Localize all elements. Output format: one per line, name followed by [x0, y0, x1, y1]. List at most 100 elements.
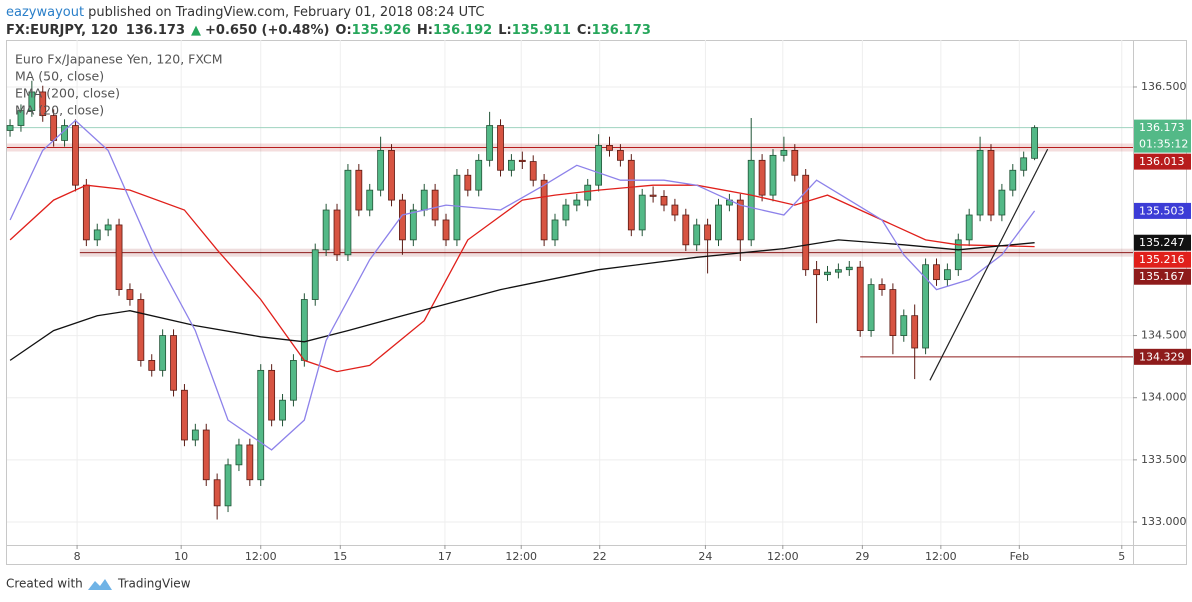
candle-body: [388, 149, 395, 201]
candle-body: [824, 271, 831, 276]
x-tick-label: 10: [174, 550, 188, 563]
candle-body: [845, 266, 853, 271]
author[interactable]: eazywayout: [6, 5, 84, 20]
close: 136.173: [592, 23, 651, 38]
low-label: L:: [498, 23, 511, 38]
candle-body: [551, 219, 559, 241]
candle-body: [17, 110, 25, 126]
candle-body: [246, 444, 254, 481]
change: +0.650 (+0.48%): [205, 23, 329, 38]
quote-line: FX:EURJPY, 120 136.173 ▲ +0.650 (+0.48%) O:1…: [6, 23, 651, 38]
candle-body: [50, 115, 58, 141]
candle-body: [965, 214, 973, 241]
candle-body: [137, 299, 145, 361]
price-label: 136.173: [1139, 121, 1185, 134]
candle-body: [486, 125, 494, 161]
candle-body: [671, 204, 679, 216]
price-label-bg: [1134, 348, 1191, 365]
candle-body: [813, 269, 820, 276]
candle-body: [377, 149, 385, 191]
candle-body: [889, 289, 897, 336]
candle-body: [333, 209, 341, 256]
x-tick-label: 12:00: [245, 550, 277, 563]
open: 135.926: [352, 23, 411, 38]
candle-body: [736, 199, 744, 241]
price-label: 135.167: [1139, 270, 1185, 283]
candle-body: [715, 204, 722, 241]
candle-body: [878, 284, 886, 290]
candle-body: [93, 229, 101, 241]
candle-body: [104, 224, 112, 231]
candle-body: [235, 444, 243, 466]
legend-entry: MA (50, close): [15, 69, 104, 84]
price-label-bg: [1134, 251, 1191, 268]
price-label: 134.329: [1139, 350, 1185, 363]
candle-body: [181, 389, 188, 441]
candle-body: [900, 315, 908, 336]
candle-body: [856, 266, 864, 331]
close-label: C:: [577, 23, 592, 38]
candle-body: [311, 249, 319, 300]
candle-body: [159, 335, 167, 371]
candle-body: [300, 299, 308, 361]
last-price: 136.173: [126, 23, 185, 38]
countdown: 01:35:12: [1139, 138, 1188, 151]
candle-body: [704, 224, 712, 241]
published: published on TradingView.com, February 0…: [88, 5, 484, 20]
candle-body: [202, 429, 210, 481]
candle-body: [922, 264, 929, 349]
x-tick-label: 17: [438, 550, 452, 563]
candle-body: [257, 369, 265, 481]
candle-body: [28, 91, 36, 111]
candle-body: [453, 174, 461, 241]
y-tick-label: 133.000: [1141, 515, 1187, 528]
candle-body: [911, 315, 919, 349]
candle-body: [573, 199, 581, 206]
candle-body: [834, 269, 842, 273]
candle-body: [638, 194, 646, 231]
candle-body: [409, 209, 417, 241]
candle-body: [1031, 127, 1038, 159]
change-arrow: ▲: [191, 23, 201, 38]
low: 135.911: [512, 23, 571, 38]
footer-text: Created with: [6, 577, 83, 591]
frame: [6, 40, 1187, 565]
high-label: H:: [417, 23, 433, 38]
candle-body: [1020, 157, 1028, 171]
logo: [88, 579, 112, 590]
candle-body: [213, 479, 221, 507]
price-label: 135.247: [1139, 236, 1185, 249]
indicator-line: [9, 184, 1035, 373]
indicator-line: [9, 239, 1035, 361]
price-label: 135.503: [1139, 204, 1185, 217]
x-tick-label: Feb: [1010, 550, 1029, 563]
candle-body: [355, 169, 363, 211]
candle-body: [649, 194, 657, 197]
candle-body: [224, 464, 232, 507]
candle-body: [508, 159, 515, 171]
x-tick-label: 29: [855, 550, 869, 563]
candle-body: [268, 369, 276, 421]
indicator-line: [9, 119, 1036, 451]
footer-brand[interactable]: TradingView: [117, 577, 191, 591]
candle-body: [442, 219, 450, 241]
candle-body: [1009, 169, 1017, 191]
candle-body: [322, 209, 330, 251]
candle-body: [627, 159, 635, 231]
y-tick-label: 134.000: [1141, 391, 1187, 404]
legend-entry: MA (20, close): [15, 103, 104, 118]
x-tick-label: 8: [74, 550, 81, 563]
candle-body: [464, 174, 472, 191]
candle-body: [562, 204, 570, 221]
candle-body: [954, 239, 962, 271]
candle-body: [595, 144, 603, 186]
x-tick-label: 22: [593, 550, 607, 563]
candle-body: [82, 184, 90, 241]
candle-body: [584, 184, 592, 201]
y-tick-label: 134.500: [1141, 329, 1187, 342]
candle-body: [769, 154, 777, 196]
price-label-bg: [1134, 153, 1191, 170]
y-tick-label: 136.500: [1141, 80, 1187, 93]
candle-body: [170, 335, 177, 391]
